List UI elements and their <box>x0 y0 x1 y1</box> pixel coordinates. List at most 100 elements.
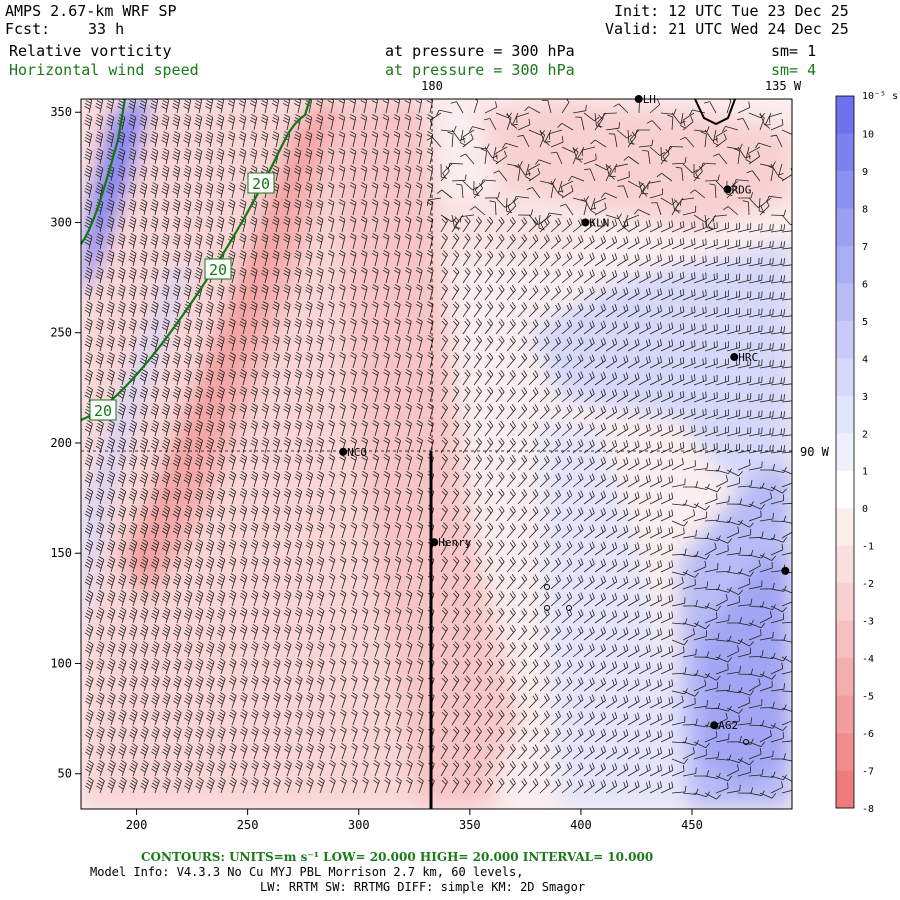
wind-barb <box>583 218 595 233</box>
wind-barb <box>283 318 291 335</box>
wind-barb <box>528 506 539 522</box>
wind-barb <box>172 505 182 522</box>
wind-barb <box>117 624 127 641</box>
wind-barb <box>764 112 772 129</box>
wind-barb <box>394 573 402 590</box>
wind-barb <box>517 625 528 641</box>
wind-barb <box>451 590 460 607</box>
colorbar-swatch <box>836 695 854 734</box>
wind-barb <box>660 288 674 301</box>
wind-barb <box>572 677 584 692</box>
wind-barb <box>781 758 792 762</box>
wind-barb <box>539 404 550 420</box>
wind-barb <box>172 335 181 352</box>
wind-barb <box>451 743 460 760</box>
wind-barb <box>250 471 259 488</box>
wind-barb <box>583 388 595 403</box>
wind-barb <box>316 573 325 590</box>
wind-barb <box>338 99 346 114</box>
wind-barb <box>759 792 777 799</box>
wind-barb <box>616 746 629 760</box>
wind-barb <box>327 114 335 131</box>
wind-barb <box>183 522 193 539</box>
wind-barb <box>316 284 324 301</box>
wind-barb <box>726 714 740 726</box>
wind-barb <box>715 468 732 474</box>
wind-barb <box>338 199 346 216</box>
wind-barb <box>561 99 570 114</box>
wind-barb <box>129 726 138 743</box>
wind-barb <box>473 641 482 658</box>
wind-barb <box>517 676 528 692</box>
wind-barb <box>712 214 728 223</box>
wind-barb <box>737 571 755 577</box>
wind-barb <box>528 489 539 505</box>
wind-barb <box>139 539 149 556</box>
wind-barb <box>451 129 466 141</box>
wind-barb <box>217 742 226 760</box>
wind-barb <box>440 471 448 488</box>
wind-barb <box>759 561 773 573</box>
wind-barb <box>748 240 763 250</box>
wind-barb <box>671 576 684 590</box>
wind-barb <box>84 148 93 165</box>
wind-barb <box>294 165 302 182</box>
wind-barb <box>462 386 471 403</box>
wind-barb <box>517 319 528 335</box>
wind-barb <box>462 454 471 471</box>
wind-barb <box>106 607 116 624</box>
wind-barb <box>372 471 380 488</box>
wind-barb <box>317 776 325 794</box>
wind-barb <box>682 221 696 233</box>
wind-barb <box>561 710 573 726</box>
wind-barb <box>704 391 718 403</box>
wind-barb <box>316 335 324 352</box>
wind-barb <box>416 420 423 437</box>
wind-barb <box>627 372 640 386</box>
wind-barb <box>662 146 673 162</box>
wind-barb <box>283 165 291 182</box>
wind-barb <box>260 99 269 114</box>
wind-barb <box>305 590 314 607</box>
wind-barb <box>118 776 127 794</box>
wind-barb <box>758 197 765 214</box>
wind-barb <box>283 182 291 199</box>
wind-barb <box>600 192 618 199</box>
wind-barb <box>583 524 595 539</box>
wind-barb <box>273 692 281 709</box>
wind-barb <box>239 301 247 318</box>
wind-barb <box>117 284 126 301</box>
wind-barb <box>517 608 528 624</box>
wind-barb <box>517 118 531 131</box>
wind-barb <box>770 428 785 437</box>
wind-barb <box>117 420 126 437</box>
wind-barb <box>184 658 193 675</box>
wind-barb <box>539 591 550 607</box>
wind-barb <box>671 112 686 124</box>
wind-barb <box>106 352 115 369</box>
wind-barb <box>294 573 303 590</box>
wind-barb <box>305 148 313 165</box>
wind-barb <box>759 512 774 522</box>
wind-barb <box>539 659 550 675</box>
wind-barb <box>649 339 662 352</box>
wind-barb <box>660 781 674 794</box>
wind-barb <box>682 425 696 437</box>
wind-barb <box>229 759 237 777</box>
wind-barb <box>361 369 368 386</box>
wind-barb <box>194 250 203 267</box>
wind-barb <box>383 641 391 658</box>
wind-barb <box>84 250 93 267</box>
wind-barb <box>250 573 259 590</box>
wind-barb <box>96 675 105 692</box>
wind-barb <box>373 692 380 709</box>
wind-barb <box>528 163 541 176</box>
wind-barb <box>95 641 105 658</box>
wind-barb <box>406 726 413 743</box>
wind-barb <box>239 131 247 148</box>
wind-barb <box>525 163 531 180</box>
wind-barb <box>118 709 127 726</box>
wind-barb <box>139 301 148 318</box>
wind-barb <box>416 522 424 539</box>
wind-barb <box>350 454 357 471</box>
